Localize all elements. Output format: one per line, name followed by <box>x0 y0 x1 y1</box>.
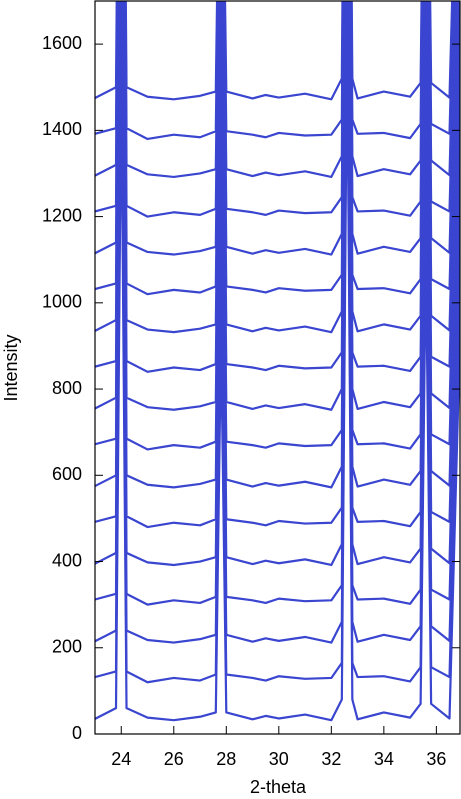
series-line <box>95 1 460 373</box>
series-line <box>95 1 454 101</box>
series-line <box>95 1 460 489</box>
x-tick-label: 30 <box>269 749 289 769</box>
series-line <box>95 1 460 644</box>
x-axis-label: 2-theta <box>250 777 307 797</box>
y-tick-label: 1400 <box>42 119 82 139</box>
y-tick-label: 1200 <box>42 205 82 225</box>
series-line <box>95 1 460 451</box>
y-tick-label: 200 <box>52 637 82 657</box>
x-tick-label: 28 <box>216 749 236 769</box>
y-tick-label: 800 <box>52 378 82 398</box>
series-line <box>95 1 460 606</box>
series-line <box>95 1 458 256</box>
series-line <box>95 1 460 529</box>
frame <box>94 0 461 735</box>
y-axis-label: Intensity <box>1 334 21 401</box>
series-line <box>95 1 460 684</box>
series-line <box>95 34 460 722</box>
series-line <box>95 1 460 567</box>
series-line <box>95 1 457 218</box>
series-line <box>95 1 459 296</box>
y-tick-label: 0 <box>72 723 82 743</box>
x-tick-label: 36 <box>426 749 446 769</box>
y-tick-label: 1600 <box>42 33 82 53</box>
x-tick-label: 24 <box>111 749 131 769</box>
y-tick-label: 600 <box>52 464 82 484</box>
plot-area <box>95 1 460 722</box>
series-line <box>95 1 456 179</box>
series-line <box>95 1 455 141</box>
x-tick-label: 34 <box>374 749 394 769</box>
series-line <box>95 1 460 334</box>
x-tick-label: 26 <box>164 749 184 769</box>
series-line <box>95 1 460 411</box>
y-tick-label: 400 <box>52 550 82 570</box>
y-tick-label: 1000 <box>42 292 82 312</box>
x-tick-label: 32 <box>321 749 341 769</box>
